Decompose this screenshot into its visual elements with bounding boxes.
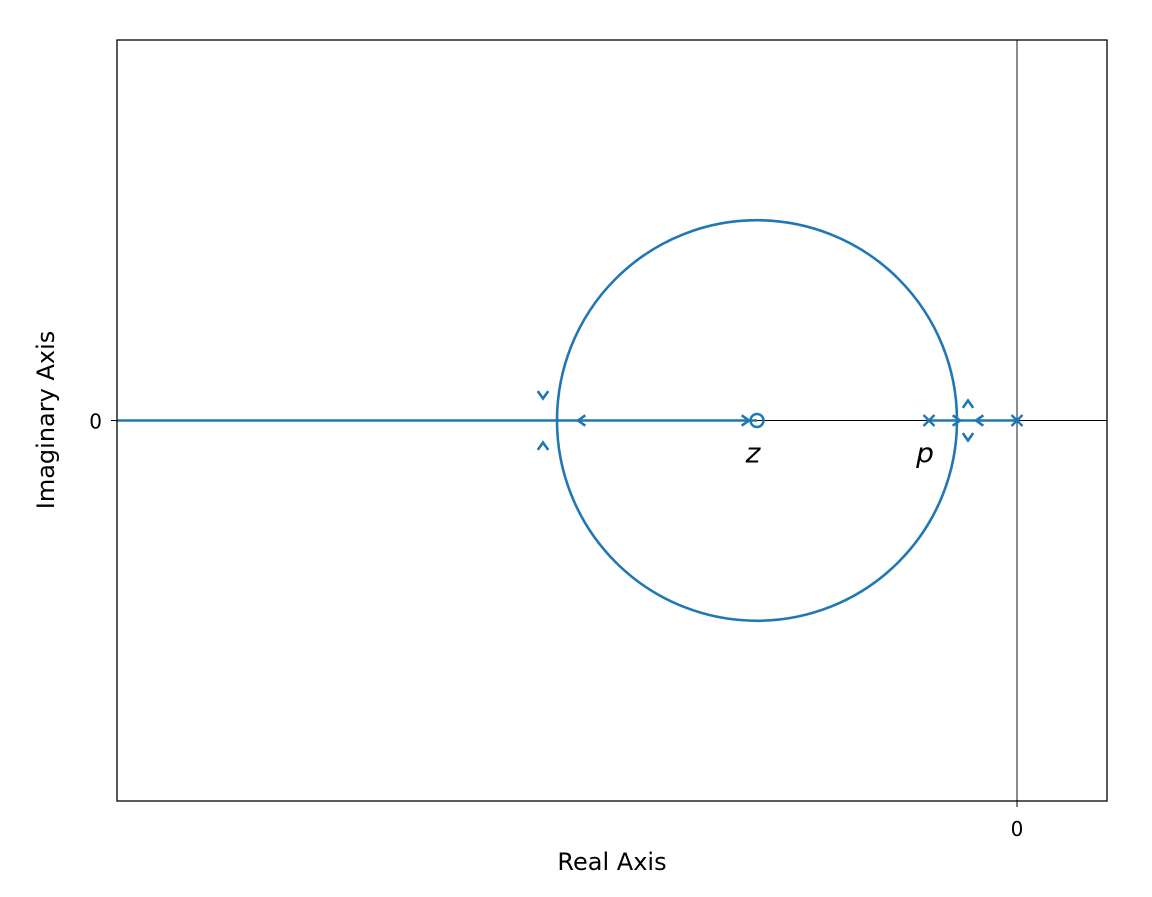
x-axis-label: Real Axis [557, 848, 666, 876]
locus-arrow-upper-breakaway [961, 398, 975, 409]
zero-label: z [745, 437, 762, 470]
ticks: 00 [89, 410, 1023, 842]
locus-arrow-lower-breakaway [961, 432, 975, 443]
locus-arrow-upper-break-in [536, 390, 550, 401]
locus-arrow-toward-zero [740, 414, 752, 427]
y-tick-label: 0 [89, 410, 102, 434]
locus-arrow-from-origin-pole [973, 414, 985, 427]
x-tick-label: 0 [1011, 817, 1024, 841]
zero-marker [749, 412, 765, 429]
axes-frame [116, 39, 1108, 802]
locus-arrow-toward-minus-infinity [575, 414, 587, 427]
pole-marker [1010, 414, 1024, 427]
locus-arrow-lower-break-in [536, 440, 550, 451]
pole-label: p [915, 437, 934, 470]
y-axis-label: Imaginary Axis [32, 331, 60, 509]
locus-arrow-from-pole-p [951, 414, 963, 427]
pole-marker [922, 414, 936, 427]
